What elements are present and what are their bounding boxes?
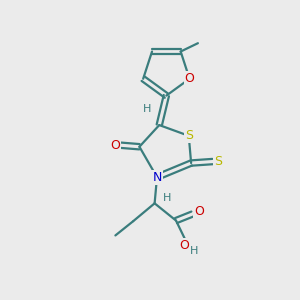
Text: H: H — [190, 247, 199, 256]
Text: S: S — [185, 129, 193, 142]
Text: O: O — [179, 239, 189, 252]
Text: H: H — [163, 193, 171, 203]
Text: N: N — [152, 171, 162, 184]
Text: O: O — [110, 139, 120, 152]
Text: O: O — [184, 72, 194, 85]
Text: H: H — [143, 104, 152, 114]
Text: O: O — [194, 205, 204, 218]
Text: S: S — [214, 155, 223, 168]
